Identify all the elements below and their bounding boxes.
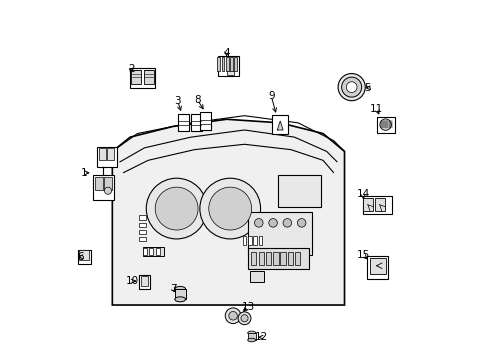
Circle shape <box>268 219 277 227</box>
FancyBboxPatch shape <box>247 236 251 245</box>
FancyBboxPatch shape <box>148 248 153 255</box>
FancyBboxPatch shape <box>190 114 201 131</box>
Polygon shape <box>277 121 283 130</box>
FancyBboxPatch shape <box>272 115 287 134</box>
FancyBboxPatch shape <box>247 333 255 340</box>
FancyBboxPatch shape <box>242 236 246 245</box>
FancyBboxPatch shape <box>131 69 141 84</box>
FancyBboxPatch shape <box>139 237 145 241</box>
FancyBboxPatch shape <box>273 252 278 265</box>
Text: 6: 6 <box>77 252 83 262</box>
FancyBboxPatch shape <box>287 252 292 265</box>
FancyBboxPatch shape <box>265 252 271 265</box>
FancyBboxPatch shape <box>366 256 387 279</box>
Circle shape <box>208 187 251 230</box>
FancyBboxPatch shape <box>178 114 189 131</box>
Text: 1: 1 <box>80 168 87 178</box>
FancyBboxPatch shape <box>369 258 385 274</box>
Text: 8: 8 <box>194 95 200 105</box>
Text: 2: 2 <box>128 64 134 74</box>
PathPatch shape <box>112 119 344 305</box>
FancyBboxPatch shape <box>250 252 256 265</box>
Circle shape <box>341 77 361 97</box>
Circle shape <box>200 178 260 239</box>
FancyBboxPatch shape <box>374 198 385 211</box>
FancyBboxPatch shape <box>142 247 164 256</box>
FancyBboxPatch shape <box>363 198 373 211</box>
FancyBboxPatch shape <box>97 147 117 167</box>
FancyBboxPatch shape <box>230 57 233 71</box>
Text: 3: 3 <box>174 96 181 107</box>
Circle shape <box>146 178 206 239</box>
FancyBboxPatch shape <box>294 252 300 265</box>
Circle shape <box>104 187 111 194</box>
FancyBboxPatch shape <box>247 212 312 255</box>
Text: 4: 4 <box>223 48 229 58</box>
Circle shape <box>155 187 198 230</box>
Circle shape <box>297 219 305 227</box>
Ellipse shape <box>247 331 255 335</box>
Circle shape <box>254 219 263 227</box>
FancyBboxPatch shape <box>259 252 264 265</box>
Circle shape <box>241 315 247 322</box>
FancyBboxPatch shape <box>376 117 394 133</box>
FancyBboxPatch shape <box>217 57 220 71</box>
Ellipse shape <box>175 287 185 292</box>
FancyBboxPatch shape <box>226 71 233 75</box>
FancyBboxPatch shape <box>140 276 148 286</box>
FancyBboxPatch shape <box>221 57 224 71</box>
Text: 14: 14 <box>356 189 369 199</box>
FancyBboxPatch shape <box>130 68 155 88</box>
Ellipse shape <box>175 297 185 302</box>
FancyBboxPatch shape <box>139 230 145 234</box>
Text: 15: 15 <box>356 250 369 260</box>
FancyBboxPatch shape <box>225 57 228 71</box>
FancyBboxPatch shape <box>156 248 160 255</box>
FancyBboxPatch shape <box>139 215 145 220</box>
FancyBboxPatch shape <box>143 69 153 84</box>
FancyBboxPatch shape <box>247 248 308 269</box>
Circle shape <box>283 219 291 227</box>
FancyBboxPatch shape <box>280 252 285 265</box>
FancyBboxPatch shape <box>217 56 239 76</box>
FancyBboxPatch shape <box>175 289 185 299</box>
FancyBboxPatch shape <box>93 175 114 200</box>
FancyBboxPatch shape <box>80 250 89 260</box>
Circle shape <box>228 311 237 320</box>
Text: 5: 5 <box>364 83 370 93</box>
Circle shape <box>337 73 365 101</box>
Text: 9: 9 <box>267 91 274 101</box>
FancyBboxPatch shape <box>139 275 149 289</box>
Text: 12: 12 <box>255 332 268 342</box>
FancyBboxPatch shape <box>139 222 145 227</box>
Circle shape <box>238 312 250 325</box>
FancyBboxPatch shape <box>278 175 321 207</box>
FancyBboxPatch shape <box>143 248 147 255</box>
Text: 11: 11 <box>369 104 383 113</box>
FancyBboxPatch shape <box>99 148 106 160</box>
Text: 10: 10 <box>125 276 138 286</box>
Ellipse shape <box>247 338 255 342</box>
Circle shape <box>346 82 356 93</box>
FancyBboxPatch shape <box>200 112 210 130</box>
Circle shape <box>225 308 241 324</box>
FancyBboxPatch shape <box>104 177 112 190</box>
FancyBboxPatch shape <box>363 197 391 213</box>
FancyBboxPatch shape <box>95 177 103 190</box>
Circle shape <box>379 119 390 130</box>
FancyBboxPatch shape <box>249 271 264 282</box>
FancyBboxPatch shape <box>253 236 257 245</box>
FancyBboxPatch shape <box>234 57 237 71</box>
Text: 13: 13 <box>241 302 254 312</box>
FancyBboxPatch shape <box>78 249 91 264</box>
FancyBboxPatch shape <box>258 236 262 245</box>
FancyBboxPatch shape <box>107 148 114 160</box>
Text: 7: 7 <box>169 284 176 294</box>
